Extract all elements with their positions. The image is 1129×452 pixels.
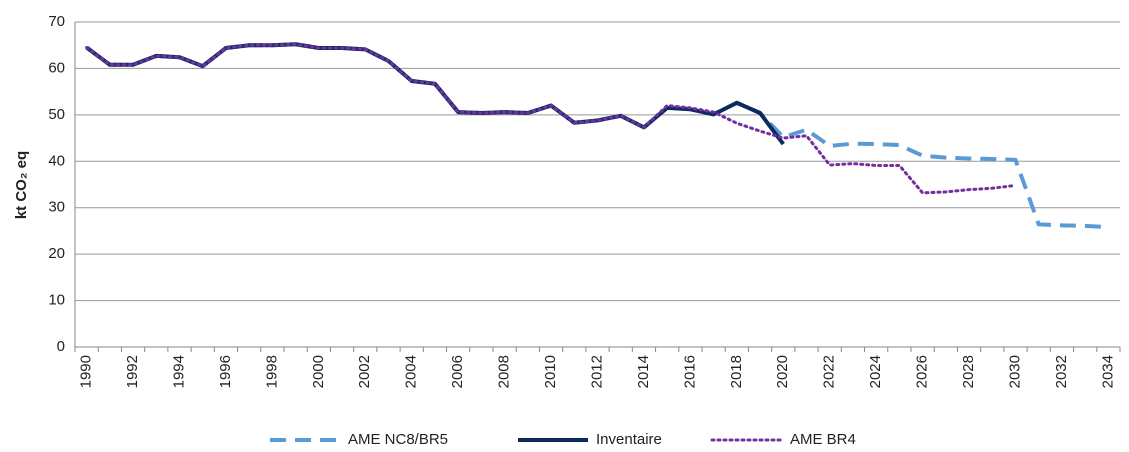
- y-tick-label: 70: [48, 13, 65, 30]
- x-tick-label: 2008: [496, 355, 513, 388]
- series-line: [85, 42, 785, 146]
- x-tick-label: 2032: [1053, 355, 1070, 388]
- y-tick-label: 30: [48, 199, 65, 216]
- series-line: [85, 42, 1109, 230]
- x-tick-label: 2014: [635, 355, 652, 388]
- series-line: [85, 42, 1017, 195]
- x-tick-label: 2028: [960, 355, 977, 388]
- y-axis-label: kt CO₂ eq: [13, 151, 30, 219]
- y-tick-label: 20: [48, 245, 65, 262]
- x-tick-label: 2030: [1006, 355, 1023, 388]
- y-tick-label: 50: [48, 106, 65, 123]
- y-tick-label: 40: [48, 152, 65, 169]
- x-tick-label: 2024: [867, 355, 884, 388]
- x-tick-label: 2022: [821, 355, 838, 388]
- y-tick-label: 10: [48, 292, 65, 309]
- x-tick-label: 2016: [681, 355, 698, 388]
- legend-label: Inventaire: [596, 431, 662, 448]
- x-tick-label: 1996: [217, 355, 234, 388]
- x-tick-label: 2004: [403, 355, 420, 388]
- x-tick-label: 2006: [449, 355, 466, 388]
- x-tick-label: 2020: [774, 355, 791, 388]
- y-tick-label: 0: [57, 338, 65, 355]
- x-tick-label: 1990: [78, 355, 95, 388]
- x-tick-label: 2010: [542, 355, 559, 388]
- legend-label: AME NC8/BR5: [348, 431, 448, 448]
- x-tick-label: 1992: [124, 355, 141, 388]
- x-tick-label: 2034: [1099, 355, 1116, 388]
- x-tick-label: 2012: [588, 355, 605, 388]
- x-tick-label: 2018: [728, 355, 745, 388]
- x-tick-label: 1994: [170, 355, 187, 388]
- legend-label: AME BR4: [790, 431, 856, 448]
- y-tick-label: 60: [48, 59, 65, 76]
- x-tick-label: 2026: [914, 355, 931, 388]
- x-tick-label: 2002: [356, 355, 373, 388]
- x-tick-label: 1998: [263, 355, 280, 388]
- x-tick-label: 2000: [310, 355, 327, 388]
